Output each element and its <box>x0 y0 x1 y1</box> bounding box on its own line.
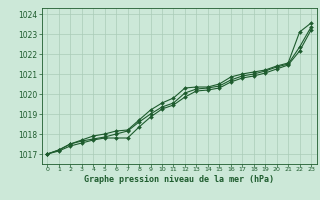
X-axis label: Graphe pression niveau de la mer (hPa): Graphe pression niveau de la mer (hPa) <box>84 175 274 184</box>
